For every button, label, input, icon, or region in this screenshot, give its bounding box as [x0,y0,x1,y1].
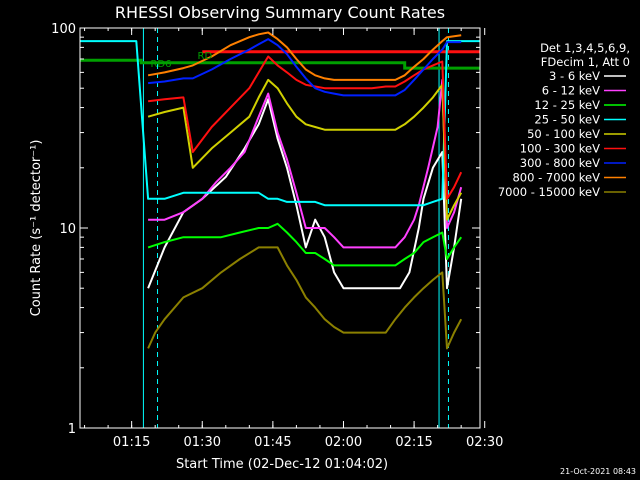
legend-header-line: FDecim 1, Att 0 [541,55,630,69]
legend-label: 800 - 7000 keV [512,171,600,185]
series-line-4 [147,78,463,221]
series-line-6 [148,38,462,97]
legend-label: 3 - 6 keV [549,69,600,83]
render-timestamp: 21-Oct-2021 08:43 [560,467,636,476]
chart-title: RHESSI Observing Summary Count Rates [115,3,445,22]
legend-label: 12 - 25 keV [534,98,600,112]
annotation-0: RD6 [150,59,171,70]
legend-label: 6 - 12 keV [542,84,600,98]
plot-area: RD6 RD [80,28,480,428]
legend-label: 7000 - 15000 keV [498,185,600,199]
legend-label: 300 - 800 keV [520,156,600,170]
x-axis-label: Start Time (02-Dec-12 01:04:02) [176,457,388,472]
legend-label: 50 - 100 keV [527,127,600,141]
series-line-2 [147,222,463,267]
annotation-1: RD [198,51,213,62]
x-tick-label: 02:30 [466,435,503,450]
x-tick-label: 01:15 [113,435,150,450]
series-line-5 [147,55,463,200]
series-line-1 [148,78,463,249]
x-tick-label: 02:15 [395,435,432,450]
y-tick-label: 1 [68,422,76,437]
reference-line-rd6 [80,58,480,70]
x-tick-label: 01:30 [184,435,221,450]
x-tick-label: 02:00 [325,435,362,450]
series-line-8 [147,246,463,350]
y-tick-label: 100 [51,22,76,37]
series-line-7 [147,31,462,81]
y-axis-label: Count Rate (s⁻¹ detector⁻¹) [29,140,44,317]
x-tick-label: 01:45 [254,435,291,450]
series-line-3 [80,40,480,207]
axes: 01:15 01:30 01:45 02:00 02:15 02:30 1 10 100 [51,22,503,450]
legend: Det 1,3,4,5,6,9,FDecim 1, Att 03 - 6 keV… [498,41,630,199]
legend-label: 25 - 50 keV [534,113,600,127]
legend-header-line: Det 1,3,4,5,6,9, [540,41,630,55]
legend-label: 100 - 300 keV [520,142,600,156]
y-tick-label: 10 [59,222,76,237]
